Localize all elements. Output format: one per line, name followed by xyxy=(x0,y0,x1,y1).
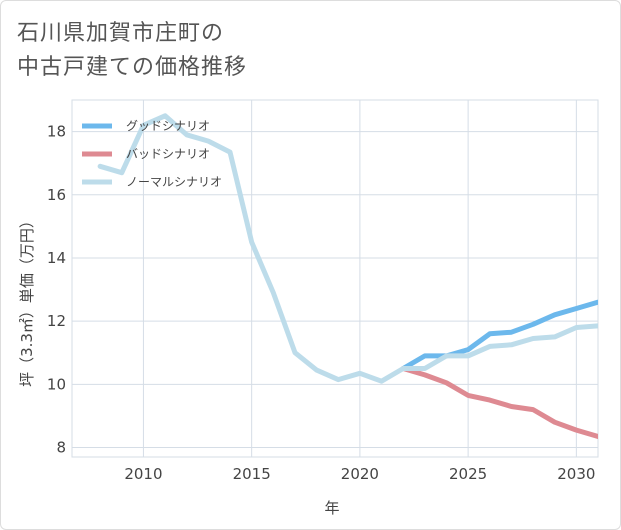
x-tick-label: 2015 xyxy=(233,465,271,483)
x-tick-label: 2030 xyxy=(557,465,595,483)
chart-title-line-1: 石川県加賀市庄町の xyxy=(17,21,225,46)
x-tick-label: 2020 xyxy=(341,465,379,483)
y-tick-label: 8 xyxy=(56,439,66,457)
legend-label-good[interactable]: グッドシナリオ xyxy=(126,119,210,133)
legend-label-normal[interactable]: ノーマルシナリオ xyxy=(126,175,222,189)
series-line-bad xyxy=(400,366,598,439)
y-tick-label: 10 xyxy=(47,375,66,393)
y-tick-label: 18 xyxy=(47,123,66,141)
chart-title: 石川県加賀市庄町の 中古戸建ての価格推移 xyxy=(17,17,247,85)
legend-label-bad[interactable]: バッドシナリオ xyxy=(126,147,210,161)
x-tick-label: 2010 xyxy=(124,465,162,483)
axes: 2010 2015 2020 2025 2030 8 10 12 14 16 18 xyxy=(47,123,596,483)
y-axis-title: 坪（3.3㎡）単価（万円） xyxy=(18,213,36,387)
chart-title-line-2: 中古戸建ての価格推移 xyxy=(17,55,248,80)
x-axis-title: 年 xyxy=(324,499,339,517)
series-lines xyxy=(97,113,598,439)
y-tick-label: 16 xyxy=(47,186,66,204)
y-tick-label: 12 xyxy=(47,312,66,330)
grid-lines xyxy=(71,99,599,458)
plot-frame xyxy=(71,99,599,458)
series-line-good xyxy=(400,299,598,371)
series-line-normal xyxy=(97,113,598,384)
y-tick-label: 14 xyxy=(47,249,66,267)
x-tick-label: 2025 xyxy=(449,465,487,483)
